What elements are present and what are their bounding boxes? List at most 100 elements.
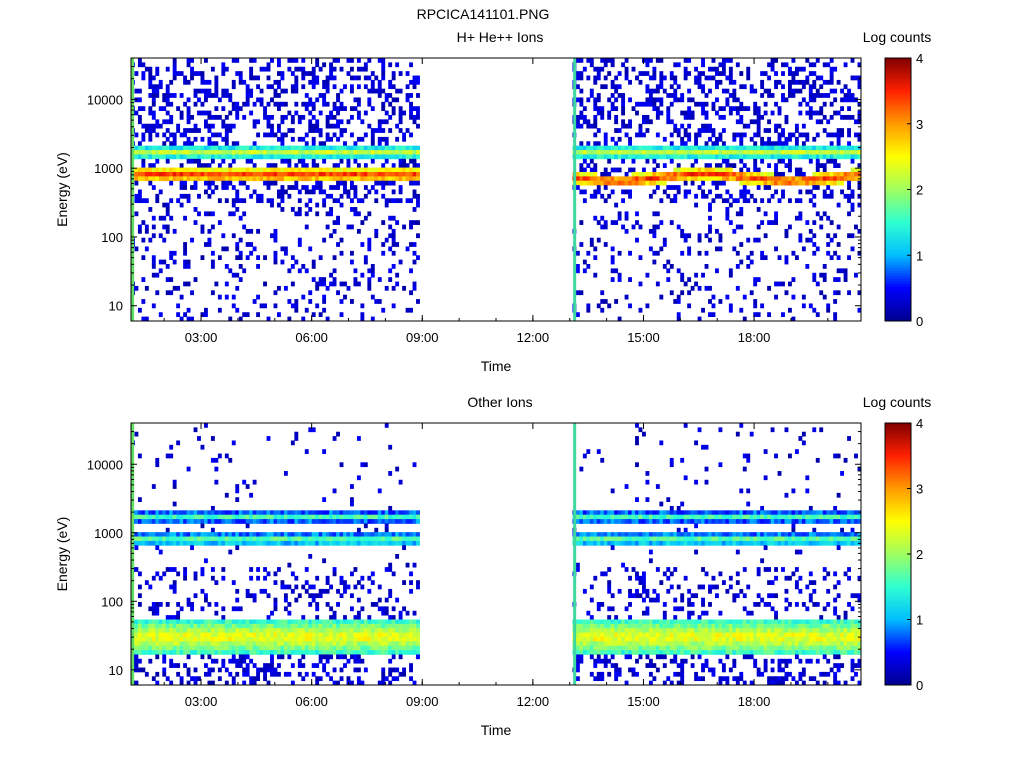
heatmap-cell — [687, 303, 692, 309]
heatmap-cell — [322, 514, 327, 520]
heatmap-cell — [210, 680, 215, 686]
heatmap-cell — [767, 88, 772, 94]
heatmap-cell — [332, 510, 337, 516]
heatmap-cell — [711, 141, 716, 147]
heatmap-cell — [645, 154, 650, 160]
heatmap-cell — [363, 154, 368, 160]
heatmap-cell — [315, 680, 320, 686]
heatmap-cell — [315, 154, 320, 160]
heatmap-cell — [843, 171, 848, 177]
heatmap-cell — [263, 676, 267, 682]
heatmap-cell — [224, 114, 229, 120]
heatmap-cell — [169, 641, 174, 647]
heatmap-cell — [676, 84, 681, 90]
heatmap-cell — [301, 58, 306, 63]
heatmap-cell — [777, 123, 782, 129]
heatmap-cell — [777, 150, 782, 155]
heatmap-cell — [697, 176, 702, 182]
heatmap-cell — [346, 171, 351, 177]
heatmap-cell — [179, 650, 184, 655]
heatmap-cell — [370, 268, 375, 274]
heatmap-cell — [350, 641, 354, 647]
heatmap-cell — [367, 619, 372, 625]
heatmap-cell — [794, 123, 799, 129]
heatmap-cell — [794, 198, 799, 204]
heatmap-cell — [263, 171, 267, 177]
heatmap-cell — [381, 163, 386, 168]
heatmap-cell — [221, 176, 226, 182]
heatmap-cell — [151, 636, 156, 642]
heatmap-cell — [412, 180, 417, 186]
heatmap-cell — [214, 141, 219, 147]
heatmap-cell — [308, 128, 313, 133]
heatmap-cell — [336, 119, 340, 125]
heatmap-cell — [155, 272, 160, 278]
heatmap-cell — [857, 119, 862, 125]
heatmap-cell — [346, 158, 351, 164]
heatmap-cell — [252, 101, 257, 107]
heatmap-cell — [593, 145, 598, 151]
heatmap-cell — [808, 106, 813, 111]
heatmap-cell — [593, 132, 598, 138]
heatmap-cell — [381, 242, 386, 247]
heatmap-cell — [801, 294, 806, 300]
heatmap-cell — [610, 259, 615, 265]
heatmap-cell — [770, 58, 775, 63]
heatmap-cell — [318, 519, 323, 524]
heatmap-cell — [409, 93, 413, 98]
heatmap-cell — [826, 150, 831, 155]
heatmap-cell — [207, 114, 212, 120]
heatmap-cell — [840, 154, 845, 160]
heatmap-cell — [784, 180, 789, 186]
heatmap-cell — [290, 663, 295, 668]
colorbar-swatch — [885, 110, 911, 114]
heatmap-cell — [801, 303, 806, 309]
heatmap-cell — [836, 110, 841, 116]
heatmap-cell — [207, 671, 212, 677]
heatmap-cell — [777, 106, 782, 111]
heatmap-cell — [388, 171, 393, 177]
heatmap-cell — [249, 167, 254, 173]
heatmap-cell — [767, 285, 772, 291]
heatmap-cell — [263, 281, 267, 287]
heatmap-cell — [343, 185, 347, 190]
heatmap-cell — [151, 185, 156, 190]
heatmap-cell — [812, 79, 817, 85]
heatmap-cell — [283, 285, 288, 291]
heatmap-cell — [207, 228, 212, 234]
heatmap-cell — [391, 171, 396, 177]
heatmap-cell — [760, 303, 765, 309]
heatmap-cell — [179, 519, 184, 524]
heatmap-cell — [315, 97, 320, 103]
heatmap-cell — [214, 106, 219, 111]
heatmap-cell — [332, 488, 337, 494]
heatmap-cell — [822, 101, 827, 107]
heatmap-cell — [683, 75, 688, 81]
heatmap-cell — [416, 202, 420, 208]
heatmap-cell — [356, 84, 361, 90]
heatmap-cell — [402, 167, 407, 173]
heatmap-cell — [238, 154, 243, 160]
heatmap-cell — [311, 663, 316, 668]
heatmap-cell — [322, 167, 327, 173]
heatmap-cell — [214, 88, 219, 94]
heatmap-cell — [739, 154, 744, 160]
heatmap-cell — [231, 272, 236, 278]
heatmap-cell — [256, 145, 261, 151]
heatmap-cell — [270, 132, 274, 138]
heatmap-cell — [343, 145, 347, 151]
heatmap-cell — [134, 545, 139, 551]
heatmap-cell — [245, 514, 250, 520]
heatmap-cell — [854, 176, 858, 182]
heatmap-cell — [204, 189, 208, 195]
heatmap-cell — [381, 62, 386, 68]
heatmap-cell — [339, 636, 344, 642]
heatmap-cell — [384, 110, 389, 116]
colorbar-swatch — [885, 197, 911, 201]
heatmap-cell — [172, 501, 177, 507]
heatmap-cell — [384, 645, 389, 651]
heatmap-cell — [732, 163, 737, 168]
heatmap-cell — [304, 171, 309, 177]
heatmap-cell — [228, 128, 233, 133]
heatmap-cell — [134, 88, 139, 94]
